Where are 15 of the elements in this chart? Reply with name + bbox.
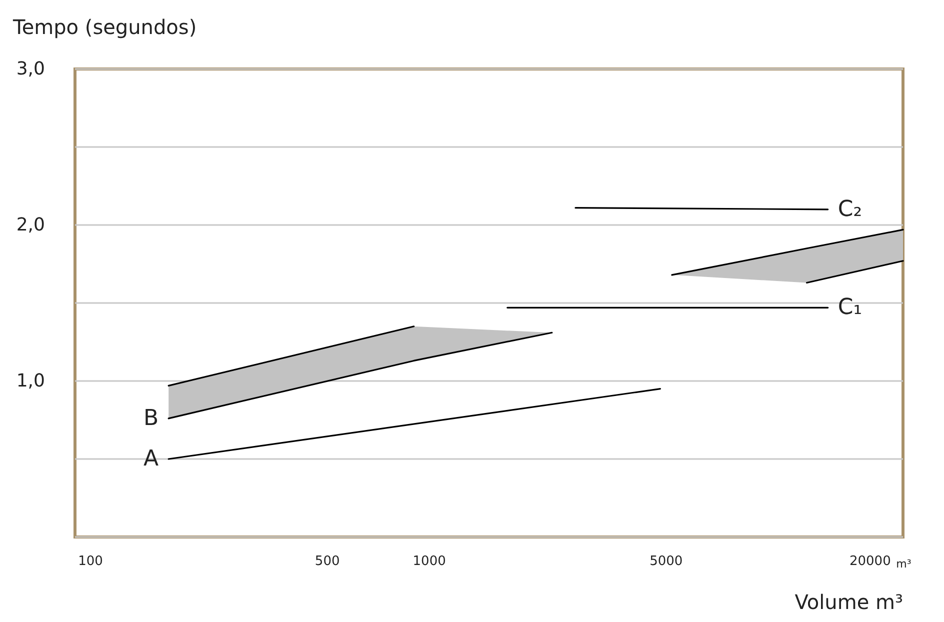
series-label: C₂ — [838, 196, 862, 222]
y-tick-label: 3,0 — [16, 58, 45, 80]
x-tick-label: 20000 — [849, 554, 891, 569]
x-tick-label: 5000 — [650, 554, 683, 569]
y-axis-title: Tempo (segundos) — [12, 15, 197, 39]
y-tick-label: 1,0 — [16, 370, 45, 392]
x-axis-title: Volume m³ — [794, 590, 903, 614]
x-tick-label: 1000 — [412, 554, 446, 569]
y-tick-label: 2,0 — [16, 214, 45, 236]
x-tick-label: 100 — [78, 554, 103, 569]
series-label: C₁ — [838, 295, 862, 320]
series-label: A — [144, 446, 159, 472]
series-label: B — [143, 406, 159, 431]
text: m³ — [896, 558, 912, 570]
x-tick-label: 500 — [314, 554, 340, 569]
